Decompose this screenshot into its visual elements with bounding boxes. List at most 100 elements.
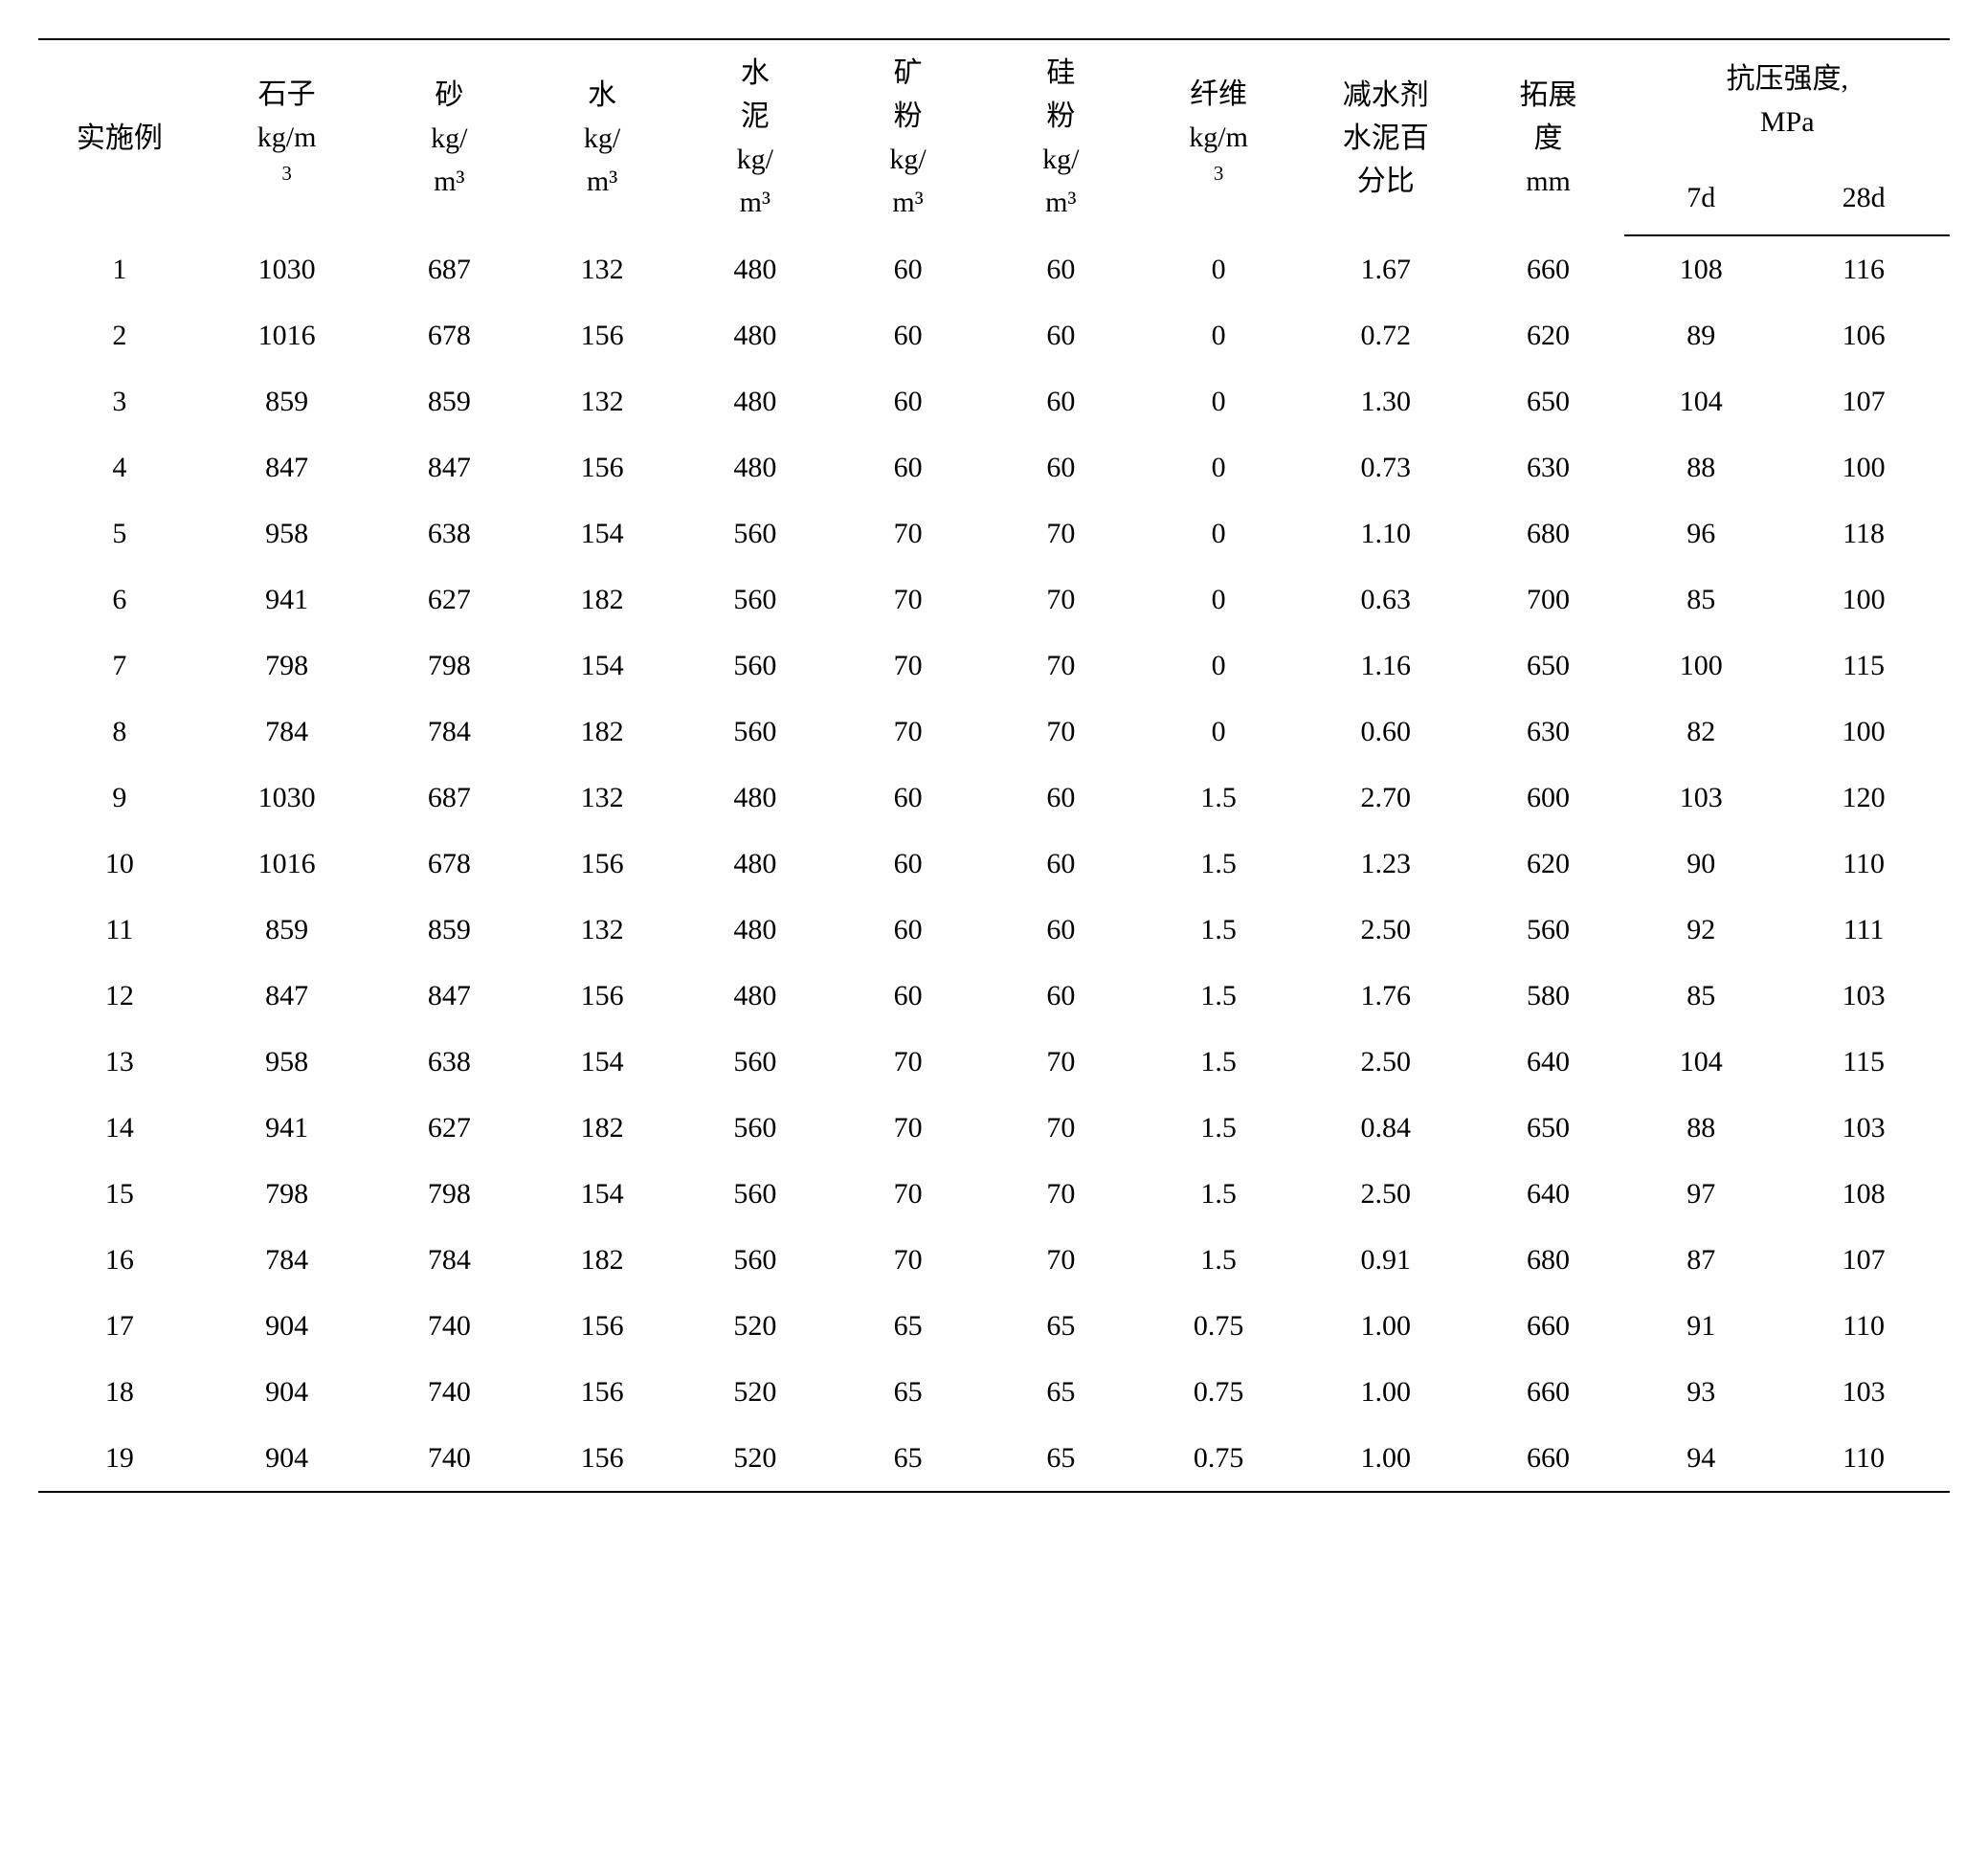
table-cell: 0	[1137, 368, 1300, 434]
table-cell: 156	[525, 434, 679, 500]
hdr-text: 石子	[258, 78, 316, 110]
table-cell: 1.5	[1137, 1095, 1300, 1161]
table-cell: 1.5	[1137, 765, 1300, 831]
table-cell: 154	[525, 1029, 679, 1095]
col-header-mineral: 矿 粉 kg/ m³	[832, 39, 985, 235]
table-cell: 60	[984, 434, 1137, 500]
table-cell: 0	[1137, 500, 1300, 566]
table-cell: 132	[525, 897, 679, 963]
hdr-text: 抗压强度,	[1726, 63, 1848, 95]
table-cell: 65	[832, 1425, 985, 1492]
table-cell: 1.76	[1300, 963, 1472, 1029]
hdr-text: 砂	[435, 79, 463, 111]
table-cell: 1.5	[1137, 897, 1300, 963]
table-cell: 65	[984, 1359, 1137, 1425]
table-cell: 18	[38, 1359, 201, 1425]
table-cell: 1.23	[1300, 831, 1472, 897]
hdr-text: kg/	[1042, 144, 1079, 175]
table-cell: 2	[38, 302, 201, 368]
table-cell: 132	[525, 368, 679, 434]
table-cell: 60	[832, 434, 985, 500]
table-cell: 0.73	[1300, 434, 1472, 500]
hdr-text: 3	[281, 162, 292, 185]
table-row: 10101667815648060601.51.2362090110	[38, 831, 1950, 897]
table-cell: 5	[38, 500, 201, 566]
table-cell: 96	[1624, 500, 1777, 566]
col-header-stone: 石子 kg/m 3	[201, 39, 373, 235]
table-cell: 560	[1472, 897, 1625, 963]
table-cell: 687	[372, 235, 525, 302]
hdr-text: 拓展	[1520, 79, 1577, 111]
table-cell: 15	[38, 1161, 201, 1227]
hdr-text: m³	[1045, 187, 1076, 218]
table-cell: 70	[832, 500, 985, 566]
table-cell: 784	[201, 1227, 373, 1293]
table-cell: 103	[1624, 765, 1777, 831]
table-cell: 0.63	[1300, 566, 1472, 633]
table-row: 7798798154560707001.16650100115	[38, 633, 1950, 699]
table-cell: 480	[679, 831, 832, 897]
table-cell: 10	[38, 831, 201, 897]
table-cell: 1016	[201, 302, 373, 368]
table-cell: 1.00	[1300, 1293, 1472, 1359]
table-cell: 156	[525, 963, 679, 1029]
table-cell: 60	[832, 765, 985, 831]
table-cell: 100	[1624, 633, 1777, 699]
table-cell: 82	[1624, 699, 1777, 765]
table-cell: 9	[38, 765, 201, 831]
table-cell: 17	[38, 1293, 201, 1359]
table-cell: 0	[1137, 699, 1300, 765]
table-cell: 60	[832, 831, 985, 897]
table-cell: 678	[372, 831, 525, 897]
hdr-text: 纤维	[1190, 78, 1247, 110]
table-cell: 118	[1777, 500, 1950, 566]
table-cell: 627	[372, 566, 525, 633]
hdr-text: 水泥百	[1343, 122, 1429, 154]
table-cell: 116	[1777, 235, 1950, 302]
table-cell: 678	[372, 302, 525, 368]
table-cell: 70	[984, 566, 1137, 633]
table-cell: 60	[984, 831, 1137, 897]
table-cell: 1.16	[1300, 633, 1472, 699]
table-cell: 520	[679, 1293, 832, 1359]
table-cell: 106	[1777, 302, 1950, 368]
table-cell: 784	[372, 1227, 525, 1293]
col-header-7d: 7d	[1624, 161, 1777, 235]
table-cell: 2.70	[1300, 765, 1472, 831]
table-cell: 560	[679, 1227, 832, 1293]
table-cell: 560	[679, 1029, 832, 1095]
table-row: 1185985913248060601.52.5056092111	[38, 897, 1950, 963]
table-cell: 91	[1624, 1293, 1777, 1359]
hdr-text: 3	[1214, 162, 1224, 185]
table-cell: 0.75	[1137, 1359, 1300, 1425]
table-cell: 1016	[201, 831, 373, 897]
table-row: 1990474015652065650.751.0066094110	[38, 1425, 1950, 1492]
table-cell: 1.5	[1137, 1161, 1300, 1227]
table-cell: 904	[201, 1359, 373, 1425]
table-cell: 2.50	[1300, 1161, 1472, 1227]
table-cell: 1.5	[1137, 1029, 1300, 1095]
table-cell: 904	[201, 1425, 373, 1492]
table-cell: 660	[1472, 235, 1625, 302]
table-cell: 600	[1472, 765, 1625, 831]
hdr-text: kg/	[889, 144, 926, 175]
table-cell: 85	[1624, 566, 1777, 633]
table-cell: 19	[38, 1425, 201, 1492]
table-cell: 0	[1137, 302, 1300, 368]
table-cell: 2.50	[1300, 1029, 1472, 1095]
table-cell: 859	[201, 368, 373, 434]
table-cell: 1.5	[1137, 1227, 1300, 1293]
table-cell: 7	[38, 633, 201, 699]
table-cell: 100	[1777, 699, 1950, 765]
table-cell: 60	[984, 235, 1137, 302]
table-cell: 480	[679, 368, 832, 434]
table-cell: 0	[1137, 434, 1300, 500]
table-cell: 687	[372, 765, 525, 831]
table-cell: 560	[679, 633, 832, 699]
table-cell: 3	[38, 368, 201, 434]
table-cell: 97	[1624, 1161, 1777, 1227]
col-header-example: 实施例	[38, 39, 201, 235]
table-cell: 958	[201, 1029, 373, 1095]
table-cell: 640	[1472, 1029, 1625, 1095]
table-cell: 132	[525, 235, 679, 302]
